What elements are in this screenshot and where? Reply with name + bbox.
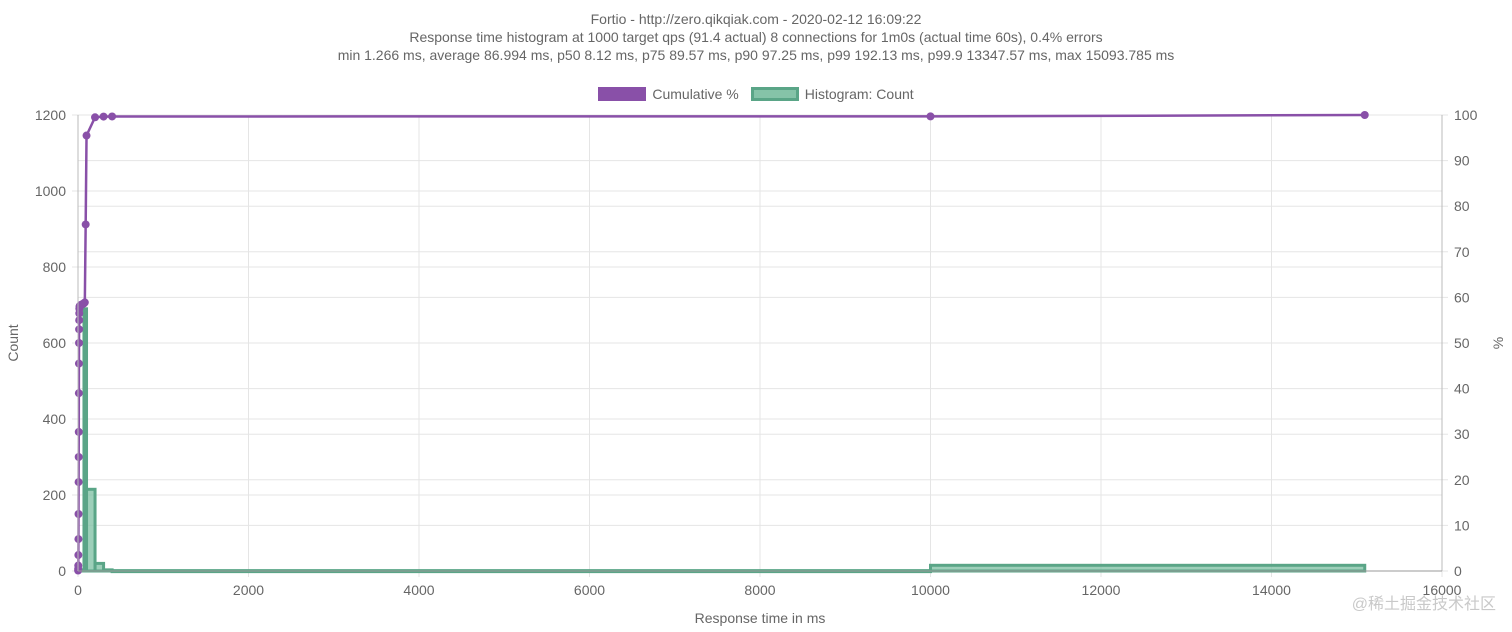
legend: Cumulative % Histogram: Count: [0, 86, 1512, 102]
histogram-series: [76, 307, 1367, 574]
x-axis-title: Response time in ms: [695, 610, 826, 626]
y-right-tick-label: 60: [1454, 289, 1470, 305]
cumulative-point: [80, 298, 89, 307]
y-left-tick-label: 400: [43, 411, 67, 427]
y-right-tick-label: 30: [1454, 426, 1470, 442]
y-axis-right-title: %: [1490, 337, 1506, 349]
y-right-tick-label: 20: [1454, 472, 1470, 488]
cumulative-point: [75, 316, 84, 325]
cumulative-point: [74, 427, 83, 436]
cumulative-point: [74, 510, 83, 518]
legend-label-cumulative: Cumulative %: [652, 86, 739, 102]
y-right-tick-label: 80: [1454, 198, 1470, 214]
y-right-tick-label: 50: [1454, 335, 1470, 351]
y-left-tick-label: 800: [43, 259, 67, 275]
chart-title-line-2: Response time histogram at 1000 target q…: [409, 29, 1103, 45]
cumulative-point: [81, 220, 90, 229]
y-right-tick-label: 90: [1454, 153, 1470, 169]
cumulative-point: [74, 389, 83, 398]
chart-title-line-3: min 1.266 ms, average 86.994 ms, p50 8.1…: [337, 47, 1175, 63]
x-tick-label: 2000: [233, 582, 264, 598]
cumulative-point: [926, 112, 935, 121]
x-tick-label: 4000: [403, 582, 434, 598]
y-left-tick-label: 200: [43, 487, 67, 503]
y-right-tick-label: 0: [1454, 563, 1462, 579]
cumulative-point: [1360, 111, 1369, 119]
legend-swatch-histogram: [750, 87, 799, 101]
cumulative-point: [82, 131, 91, 140]
y-axis-left-title: Count: [5, 324, 21, 361]
cumulative-point: [99, 112, 108, 121]
cumulative-point: [74, 359, 83, 368]
y-right-tick-label: 10: [1454, 517, 1470, 533]
watermark: @稀土掘金技术社区: [1351, 596, 1496, 613]
y-left-tick-label: 1200: [35, 107, 66, 123]
cumulative-point: [75, 325, 84, 334]
histogram-bar: [85, 487, 97, 573]
x-tick-label: 0: [74, 582, 82, 598]
y-left-tick-label: 1000: [35, 183, 66, 199]
x-tick-label: 8000: [744, 582, 775, 598]
x-tick-label: 14000: [1252, 582, 1291, 598]
legend-swatch-cumulative: [598, 87, 647, 101]
cumulative-point: [74, 453, 83, 461]
cumulative-series: [74, 111, 1369, 575]
legend-item-cumulative[interactable]: Cumulative %: [598, 86, 739, 102]
y-left-tick-label: 0: [58, 563, 66, 579]
legend-item-histogram[interactable]: Histogram: Count: [750, 86, 914, 102]
cumulative-point: [74, 478, 83, 487]
x-tick-label: 16000: [1423, 582, 1462, 598]
y-right-tick-label: 70: [1454, 244, 1470, 260]
grid: [72, 114, 1448, 577]
chart-title: Fortio - http://zero.qikqiak.com - 2020-…: [0, 10, 1512, 64]
histogram-bar: [929, 563, 1367, 573]
x-tick-label: 10000: [911, 582, 950, 598]
axes: 0 2000 4000 6000 8000 10000 12000 14000 16000020…: [35, 107, 1478, 598]
cumulative-point: [75, 339, 84, 347]
cumulative-point: [91, 113, 100, 122]
x-tick-label: 6000: [574, 582, 605, 598]
x-tick-label: 12000: [1082, 582, 1121, 598]
y-left-tick-label: 600: [43, 335, 67, 351]
legend-label-histogram: Histogram: Count: [804, 86, 914, 102]
cumulative-point: [108, 112, 117, 121]
y-right-tick-label: 100: [1454, 107, 1478, 123]
y-right-tick-label: 40: [1454, 381, 1470, 397]
chart-title-line-1: Fortio - http://zero.qikqiak.com - 2020-…: [590, 11, 922, 27]
